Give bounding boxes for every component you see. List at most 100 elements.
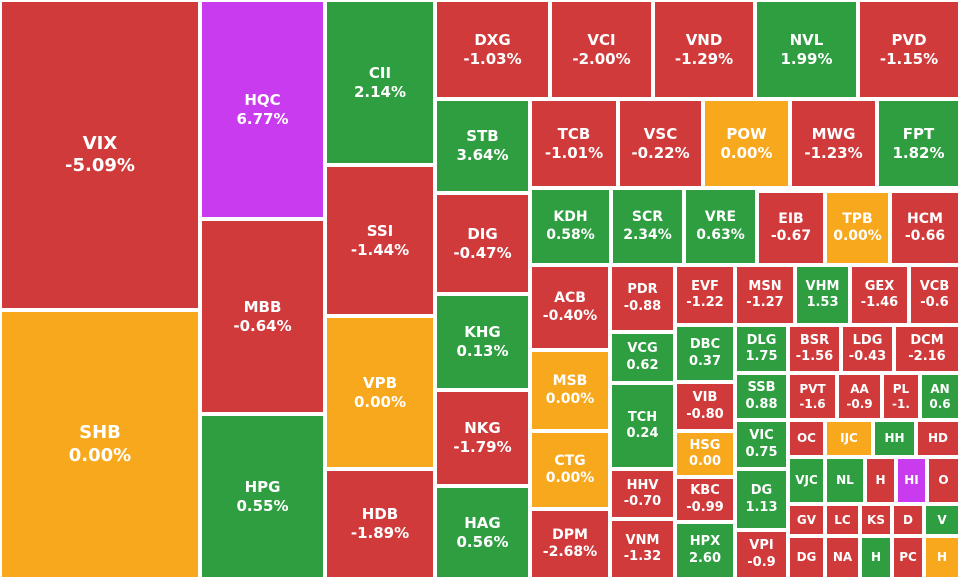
tile-ACB-30[interactable]: ACB -0.40% bbox=[532, 267, 608, 348]
tile-MSN-33[interactable]: MSN -1.27 bbox=[737, 267, 793, 323]
tile-AA-58[interactable]: AA -0.9 bbox=[839, 375, 880, 418]
tile-TPB-28[interactable]: TPB 0.00% bbox=[827, 193, 888, 263]
tile-NL-66[interactable]: NL bbox=[827, 459, 863, 502]
tile-KDH-24[interactable]: KDH 0.58% bbox=[532, 190, 609, 263]
tile-BSR-54[interactable]: BSR -1.56 bbox=[790, 327, 839, 371]
ticker-label: PL bbox=[892, 381, 910, 396]
tile-DG-75[interactable]: DG bbox=[790, 538, 823, 577]
tile-DIG-20[interactable]: DIG -0.47% bbox=[437, 195, 528, 292]
tile-HI-68[interactable]: HI bbox=[898, 459, 925, 502]
tile-VJC-65[interactable]: VJC bbox=[790, 459, 823, 502]
tile-HSG-46[interactable]: HSG 0.00 bbox=[677, 433, 733, 475]
tile-H-67[interactable]: H bbox=[867, 459, 894, 502]
tile-HPX-48[interactable]: HPX 2.60 bbox=[677, 524, 733, 577]
tile-DLG-49[interactable]: DLG 1.75 bbox=[737, 327, 786, 371]
tile-PVD-13[interactable]: PVD -1.15% bbox=[860, 2, 958, 97]
tile-DPM-39[interactable]: DPM -2.68% bbox=[532, 511, 608, 577]
tile-DCM-56[interactable]: DCM -2.16 bbox=[896, 327, 958, 371]
tile-H-79[interactable]: H bbox=[926, 538, 958, 577]
tile-AN-60[interactable]: AN 0.6 bbox=[922, 375, 958, 418]
tile-VPB-7[interactable]: VPB 0.00% bbox=[327, 318, 433, 467]
tile-LDG-55[interactable]: LDG -0.43 bbox=[843, 327, 892, 371]
ticker-label: POW bbox=[726, 124, 767, 143]
change-value: -0.47% bbox=[453, 243, 512, 262]
tile-VHM-34[interactable]: VHM 1.53 bbox=[797, 267, 848, 323]
tile-EIB-27[interactable]: EIB -0.67 bbox=[759, 193, 823, 263]
tile-FPT-19[interactable]: FPT 1.82% bbox=[879, 101, 958, 186]
change-value: -0.22% bbox=[631, 143, 690, 162]
tile-VIB-45[interactable]: VIB -0.80 bbox=[677, 384, 733, 429]
tile-TCB-15[interactable]: TCB -1.01% bbox=[532, 101, 616, 186]
tile-MBB-3[interactable]: MBB -0.64% bbox=[202, 221, 323, 412]
tile-VNM-43[interactable]: VNM -1.32 bbox=[612, 521, 673, 577]
ticker-label: VSC bbox=[643, 124, 678, 143]
change-value: -1.56 bbox=[795, 349, 834, 364]
tile-OC-61[interactable]: OC bbox=[790, 422, 823, 455]
tile-SSB-50[interactable]: SSB 0.88 bbox=[737, 375, 786, 418]
tile-LC-71[interactable]: LC bbox=[827, 506, 858, 534]
tile-HPG-4[interactable]: HPG 0.55% bbox=[202, 416, 323, 577]
tile-VCB-36[interactable]: VCB -0.6 bbox=[911, 267, 958, 323]
ticker-label: PVT bbox=[799, 381, 826, 396]
change-value: -0.6 bbox=[920, 295, 949, 310]
tile-MSB-37[interactable]: MSB 0.00% bbox=[532, 352, 608, 429]
ticker-label: HPX bbox=[689, 534, 721, 550]
ticker-label: DBC bbox=[689, 337, 721, 353]
change-value: -0.88 bbox=[623, 298, 662, 314]
tile-SSI-6[interactable]: SSI -1.44% bbox=[327, 167, 433, 314]
tile-HCM-29[interactable]: HCM -0.66 bbox=[892, 193, 958, 263]
tile-VIC-51[interactable]: VIC 0.75 bbox=[737, 422, 786, 467]
tile-V-74[interactable]: V bbox=[926, 506, 958, 534]
tile-EVF-32[interactable]: EVF -1.22 bbox=[677, 267, 733, 323]
tile-MWG-18[interactable]: MWG -1.23% bbox=[792, 101, 875, 186]
tile-PDR-31[interactable]: PDR -0.88 bbox=[612, 267, 673, 330]
tile-DXG-9[interactable]: DXG -1.03% bbox=[437, 2, 548, 97]
tile-NVL-12[interactable]: NVL 1.99% bbox=[757, 2, 856, 97]
tile-HHV-42[interactable]: HHV -0.70 bbox=[612, 471, 673, 517]
ticker-label: NL bbox=[836, 473, 854, 487]
tile-VRE-26[interactable]: VRE 0.63% bbox=[686, 190, 755, 263]
change-value: -1.29% bbox=[674, 49, 734, 68]
tile-IJC-62[interactable]: IJC bbox=[827, 422, 871, 455]
tile-HQC-2[interactable]: HQC 6.77% bbox=[202, 2, 323, 217]
tile-PVT-57[interactable]: PVT -1.6 bbox=[790, 375, 835, 418]
tile-VSC-16[interactable]: VSC -0.22% bbox=[620, 101, 701, 186]
tile-SHB-1[interactable]: SHB 0.00% bbox=[2, 312, 198, 577]
tile-KS-72[interactable]: KS bbox=[862, 506, 890, 534]
tile-VCG-40[interactable]: VCG 0.62 bbox=[612, 334, 673, 381]
tile-CII-5[interactable]: CII 2.14% bbox=[327, 2, 433, 163]
tile-POW-17[interactable]: POW 0.00% bbox=[705, 101, 788, 186]
tile-HAG-23[interactable]: HAG 0.56% bbox=[437, 488, 528, 577]
tile-TCH-41[interactable]: TCH 0.24 bbox=[612, 385, 673, 467]
tile-DBC-44[interactable]: DBC 0.37 bbox=[677, 327, 733, 380]
change-value: 0.00 bbox=[688, 454, 722, 469]
tile-GV-70[interactable]: GV bbox=[790, 506, 823, 534]
tile-VPI-53[interactable]: VPI -0.9 bbox=[737, 532, 786, 577]
change-value: 1.82% bbox=[892, 143, 945, 162]
ticker-label: DIG bbox=[467, 224, 498, 243]
tile-HD-64[interactable]: HD bbox=[918, 422, 958, 455]
tile-VIX-0[interactable]: VIX -5.09% bbox=[2, 2, 198, 308]
tile-CTG-38[interactable]: CTG 0.00% bbox=[532, 433, 608, 507]
ticker-label: VIB bbox=[692, 390, 718, 406]
tile-PL-59[interactable]: PL -1. bbox=[884, 375, 918, 418]
tile-GEX-35[interactable]: GEX -1.46 bbox=[852, 267, 907, 323]
tile-NA-76[interactable]: NA bbox=[827, 538, 858, 577]
tile-KBC-47[interactable]: KBC -0.99 bbox=[677, 479, 733, 520]
change-value: 2.60 bbox=[688, 550, 722, 566]
tile-PC-78[interactable]: PC bbox=[894, 538, 922, 577]
tile-H-77[interactable]: H bbox=[862, 538, 890, 577]
tile-O-69[interactable]: O bbox=[929, 459, 958, 502]
change-value: -0.66 bbox=[904, 228, 946, 244]
tile-KHG-21[interactable]: KHG 0.13% bbox=[437, 296, 528, 388]
tile-HDB-8[interactable]: HDB -1.89% bbox=[327, 471, 433, 577]
tile-NKG-22[interactable]: NKG -1.79% bbox=[437, 392, 528, 484]
tile-DG-52[interactable]: DG 1.13 bbox=[737, 471, 786, 528]
tile-HH-63[interactable]: HH bbox=[875, 422, 914, 455]
tile-STB-14[interactable]: STB 3.64% bbox=[437, 101, 528, 191]
tile-SCR-25[interactable]: SCR 2.34% bbox=[613, 190, 682, 263]
ticker-label: BSR bbox=[799, 332, 830, 348]
tile-VCI-10[interactable]: VCI -2.00% bbox=[552, 2, 651, 97]
tile-D-73[interactable]: D bbox=[894, 506, 922, 534]
tile-VND-11[interactable]: VND -1.29% bbox=[655, 2, 753, 97]
